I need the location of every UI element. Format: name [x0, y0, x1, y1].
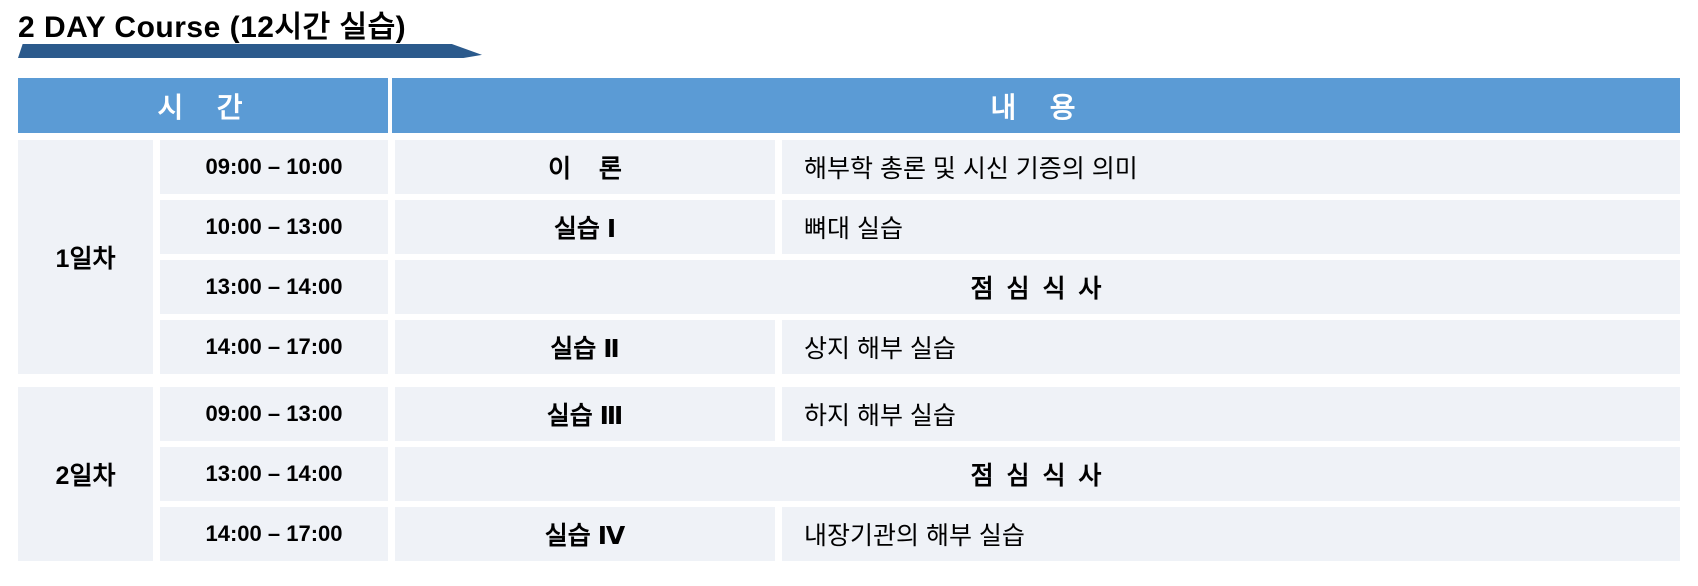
schedule-row: 09:00 – 10:00 이 론 해부학 총론 및 시신 기증의 의미: [160, 140, 1680, 194]
content-cell: 뼈대 실습: [782, 200, 1680, 254]
time-cell: 10:00 – 13:00: [160, 200, 388, 254]
schedule-row: 14:00 – 17:00 실습 Ⅳ 내장기관의 해부 실습: [160, 507, 1680, 561]
page-title: 2 DAY Course (12시간 실습): [18, 11, 407, 44]
category-cell: 실습 Ⅰ: [395, 200, 775, 254]
schedule-row: 10:00 – 13:00 실습 Ⅰ 뼈대 실습: [160, 200, 1680, 254]
time-cell: 14:00 – 17:00: [160, 320, 388, 374]
schedule-row-lunch: 13:00 – 14:00 점 심 식 사: [160, 447, 1680, 501]
day-group-2: 2일차 09:00 – 13:00 실습 Ⅲ 하지 해부 실습 13:00 – …: [18, 387, 1680, 561]
content-cell: 내장기관의 해부 실습: [782, 507, 1680, 561]
time-cell: 09:00 – 13:00: [160, 387, 388, 441]
content-cell: 하지 해부 실습: [782, 387, 1680, 441]
day-1-rows: 09:00 – 10:00 이 론 해부학 총론 및 시신 기증의 의미 10:…: [160, 140, 1680, 374]
day-group-1: 1일차 09:00 – 10:00 이 론 해부학 총론 및 시신 기증의 의미…: [18, 140, 1680, 374]
time-cell: 09:00 – 10:00: [160, 140, 388, 194]
column-header-time: 시 간: [18, 78, 388, 133]
schedule-row-lunch: 13:00 – 14:00 점 심 식 사: [160, 260, 1680, 314]
content-cell: 상지 해부 실습: [782, 320, 1680, 374]
day-2-rows: 09:00 – 13:00 실습 Ⅲ 하지 해부 실습 13:00 – 14:0…: [160, 387, 1680, 561]
lunch-merged-cell: 점 심 식 사: [395, 447, 1680, 501]
category-cell: 실습 Ⅱ: [395, 320, 775, 374]
time-cell: 13:00 – 14:00: [160, 447, 388, 501]
content-cell: 해부학 총론 및 시신 기증의 의미: [782, 140, 1680, 194]
lunch-merged-cell: 점 심 식 사: [395, 260, 1680, 314]
category-cell: 실습 Ⅳ: [395, 507, 775, 561]
time-cell: 14:00 – 17:00: [160, 507, 388, 561]
schedule-row: 14:00 – 17:00 실습 Ⅱ 상지 해부 실습: [160, 320, 1680, 374]
category-cell: 실습 Ⅲ: [395, 387, 775, 441]
category-cell: 이 론: [395, 140, 775, 194]
table-header-row: 시 간 내 용: [18, 78, 1680, 133]
title-underline-bar: [18, 44, 482, 58]
day-label-cell: 1일차: [18, 140, 153, 374]
column-header-content: 내 용: [392, 78, 1680, 133]
schedule-row: 09:00 – 13:00 실습 Ⅲ 하지 해부 실습: [160, 387, 1680, 441]
time-cell: 13:00 – 14:00: [160, 260, 388, 314]
course-schedule-table: 시 간 내 용 1일차 09:00 – 10:00 이 론 해부학 총론 및 시…: [18, 78, 1680, 561]
day-label-cell: 2일차: [18, 387, 153, 561]
